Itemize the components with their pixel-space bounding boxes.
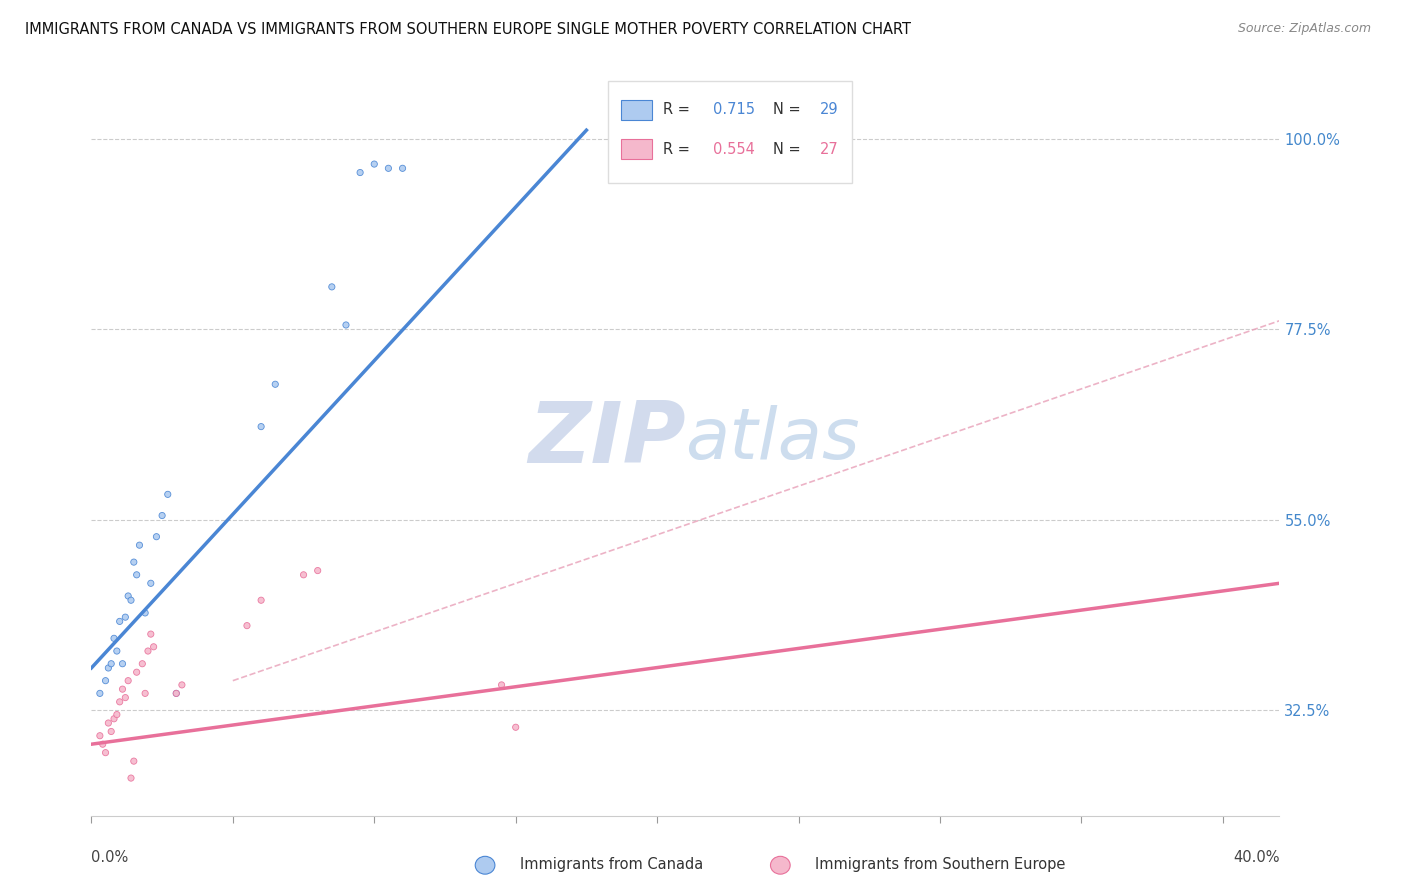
Point xyxy=(111,682,134,697)
FancyBboxPatch shape xyxy=(621,139,652,159)
Point xyxy=(114,690,136,705)
Point xyxy=(139,627,162,641)
Point xyxy=(89,729,111,743)
Point xyxy=(307,564,329,578)
Point xyxy=(117,673,139,688)
Point xyxy=(491,678,513,692)
FancyBboxPatch shape xyxy=(621,100,652,120)
Text: 27: 27 xyxy=(820,142,838,157)
Point xyxy=(111,657,134,671)
Point xyxy=(136,644,159,658)
Point xyxy=(170,678,193,692)
Point xyxy=(97,661,120,675)
Point xyxy=(100,724,122,739)
Point xyxy=(391,161,413,176)
Point xyxy=(128,538,150,552)
Point xyxy=(139,576,162,591)
Text: IMMIGRANTS FROM CANADA VS IMMIGRANTS FROM SOUTHERN EUROPE SINGLE MOTHER POVERTY : IMMIGRANTS FROM CANADA VS IMMIGRANTS FRO… xyxy=(25,22,911,37)
Point xyxy=(91,737,114,751)
Point xyxy=(120,771,142,785)
Point xyxy=(122,555,145,569)
Point xyxy=(349,165,371,179)
Text: Immigrants from Canada: Immigrants from Canada xyxy=(520,857,703,872)
Text: R =: R = xyxy=(662,103,695,118)
Point xyxy=(335,318,357,332)
Text: 0.0%: 0.0% xyxy=(91,850,128,865)
Point xyxy=(377,161,399,176)
Point xyxy=(105,644,128,658)
Text: ZIP: ZIP xyxy=(527,398,685,481)
Text: 0.715: 0.715 xyxy=(713,103,755,118)
Point xyxy=(250,593,273,607)
Text: N =: N = xyxy=(773,142,806,157)
Text: 40.0%: 40.0% xyxy=(1233,850,1279,865)
Point xyxy=(145,530,167,544)
Point xyxy=(134,686,156,700)
Point xyxy=(292,567,315,582)
Point xyxy=(142,640,165,654)
Point xyxy=(108,695,131,709)
FancyBboxPatch shape xyxy=(609,81,852,183)
Point xyxy=(89,686,111,700)
Point xyxy=(97,716,120,731)
Point xyxy=(134,606,156,620)
Point xyxy=(363,157,385,171)
Point xyxy=(165,686,187,700)
Point xyxy=(103,712,125,726)
Text: Immigrants from Southern Europe: Immigrants from Southern Europe xyxy=(815,857,1066,872)
Point xyxy=(103,632,125,646)
Point xyxy=(120,593,142,607)
Text: Source: ZipAtlas.com: Source: ZipAtlas.com xyxy=(1237,22,1371,36)
Point xyxy=(250,419,273,434)
Point xyxy=(94,746,117,760)
Point xyxy=(125,567,148,582)
Point xyxy=(156,487,179,501)
Point xyxy=(125,665,148,680)
Point xyxy=(100,657,122,671)
Point xyxy=(131,657,153,671)
Point xyxy=(122,754,145,768)
Text: N =: N = xyxy=(773,103,806,118)
Point xyxy=(94,673,117,688)
Point xyxy=(236,618,259,632)
Point xyxy=(105,707,128,722)
Text: R =: R = xyxy=(662,142,695,157)
Point xyxy=(150,508,173,523)
Text: 29: 29 xyxy=(820,103,838,118)
Point xyxy=(117,589,139,603)
Point xyxy=(165,686,187,700)
Point xyxy=(264,377,287,392)
Point xyxy=(114,610,136,624)
Point xyxy=(505,720,527,734)
Point xyxy=(321,280,343,294)
Text: atlas: atlas xyxy=(685,405,860,474)
Text: 0.554: 0.554 xyxy=(713,142,755,157)
Point xyxy=(108,615,131,629)
